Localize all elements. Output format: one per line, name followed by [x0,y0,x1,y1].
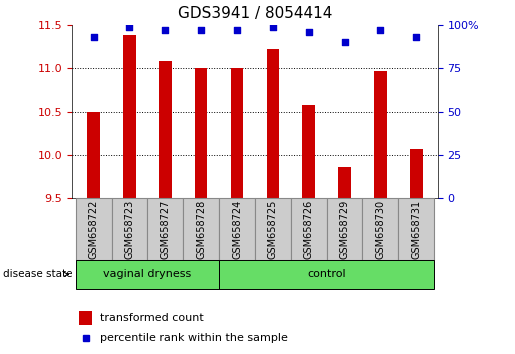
Bar [398,198,434,260]
Bar [327,198,363,260]
Bar [410,149,422,198]
Point [197,27,205,33]
Bar [291,198,327,260]
Point [412,34,420,40]
Bar [219,198,255,260]
Bar [302,105,315,198]
Bar [363,198,398,260]
Bar [267,49,279,198]
Bar [123,35,136,198]
Text: GSM658729: GSM658729 [339,200,350,259]
Text: GSM658725: GSM658725 [268,200,278,259]
Text: transformed count: transformed count [99,313,203,323]
Text: control: control [307,269,346,279]
Bar [159,61,171,198]
Text: percentile rank within the sample: percentile rank within the sample [99,332,287,343]
Bar [76,260,219,289]
Bar [231,68,243,198]
Bar [338,167,351,198]
Text: GSM658730: GSM658730 [375,200,385,259]
Point [304,29,313,35]
Point [90,34,98,40]
Bar [219,260,434,289]
Text: GSM658726: GSM658726 [304,200,314,259]
Title: GDS3941 / 8054414: GDS3941 / 8054414 [178,6,332,21]
Text: vaginal dryness: vaginal dryness [103,269,192,279]
Point [161,27,169,33]
Bar [195,68,208,198]
Point [269,24,277,29]
Bar [79,311,92,325]
Point [340,39,349,45]
Bar [88,112,100,198]
Text: GSM658728: GSM658728 [196,200,206,259]
Text: disease state: disease state [3,269,72,279]
Bar [76,198,112,260]
Point [233,27,241,33]
Bar [374,71,387,198]
Text: GSM658722: GSM658722 [89,200,98,259]
Bar [183,198,219,260]
Text: GSM658731: GSM658731 [411,200,421,259]
Bar [255,198,291,260]
Bar [147,198,183,260]
Bar [112,198,147,260]
Text: GSM658727: GSM658727 [160,200,170,259]
Point [125,24,133,29]
Text: GSM658723: GSM658723 [125,200,134,259]
Point [376,27,385,33]
Text: GSM658724: GSM658724 [232,200,242,259]
